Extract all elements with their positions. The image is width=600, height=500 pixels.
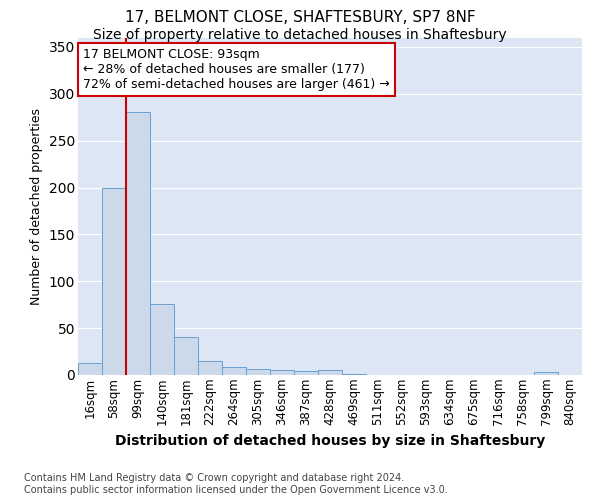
Bar (318, 370, 342, 375)
Bar (246, 370, 270, 375)
Bar (174, 336, 198, 375)
Text: Size of property relative to detached houses in Shaftesbury: Size of property relative to detached ho… (93, 28, 507, 42)
Bar (222, 366, 246, 375)
Text: Contains HM Land Registry data © Crown copyright and database right 2024.
Contai: Contains HM Land Registry data © Crown c… (24, 474, 448, 495)
Bar (198, 361, 222, 375)
Text: 17, BELMONT CLOSE, SHAFTESBURY, SP7 8NF: 17, BELMONT CLOSE, SHAFTESBURY, SP7 8NF (125, 10, 475, 25)
Bar (294, 371, 318, 375)
Y-axis label: Number of detached properties: Number of detached properties (30, 108, 43, 304)
Bar (150, 304, 174, 375)
Bar (342, 374, 366, 375)
Bar (126, 112, 150, 375)
Bar (102, 188, 126, 375)
X-axis label: Distribution of detached houses by size in Shaftesbury: Distribution of detached houses by size … (115, 434, 545, 448)
Bar (270, 370, 294, 375)
Bar (78, 363, 102, 375)
Text: 17 BELMONT CLOSE: 93sqm
← 28% of detached houses are smaller (177)
72% of semi-d: 17 BELMONT CLOSE: 93sqm ← 28% of detache… (83, 48, 390, 90)
Bar (534, 372, 558, 375)
